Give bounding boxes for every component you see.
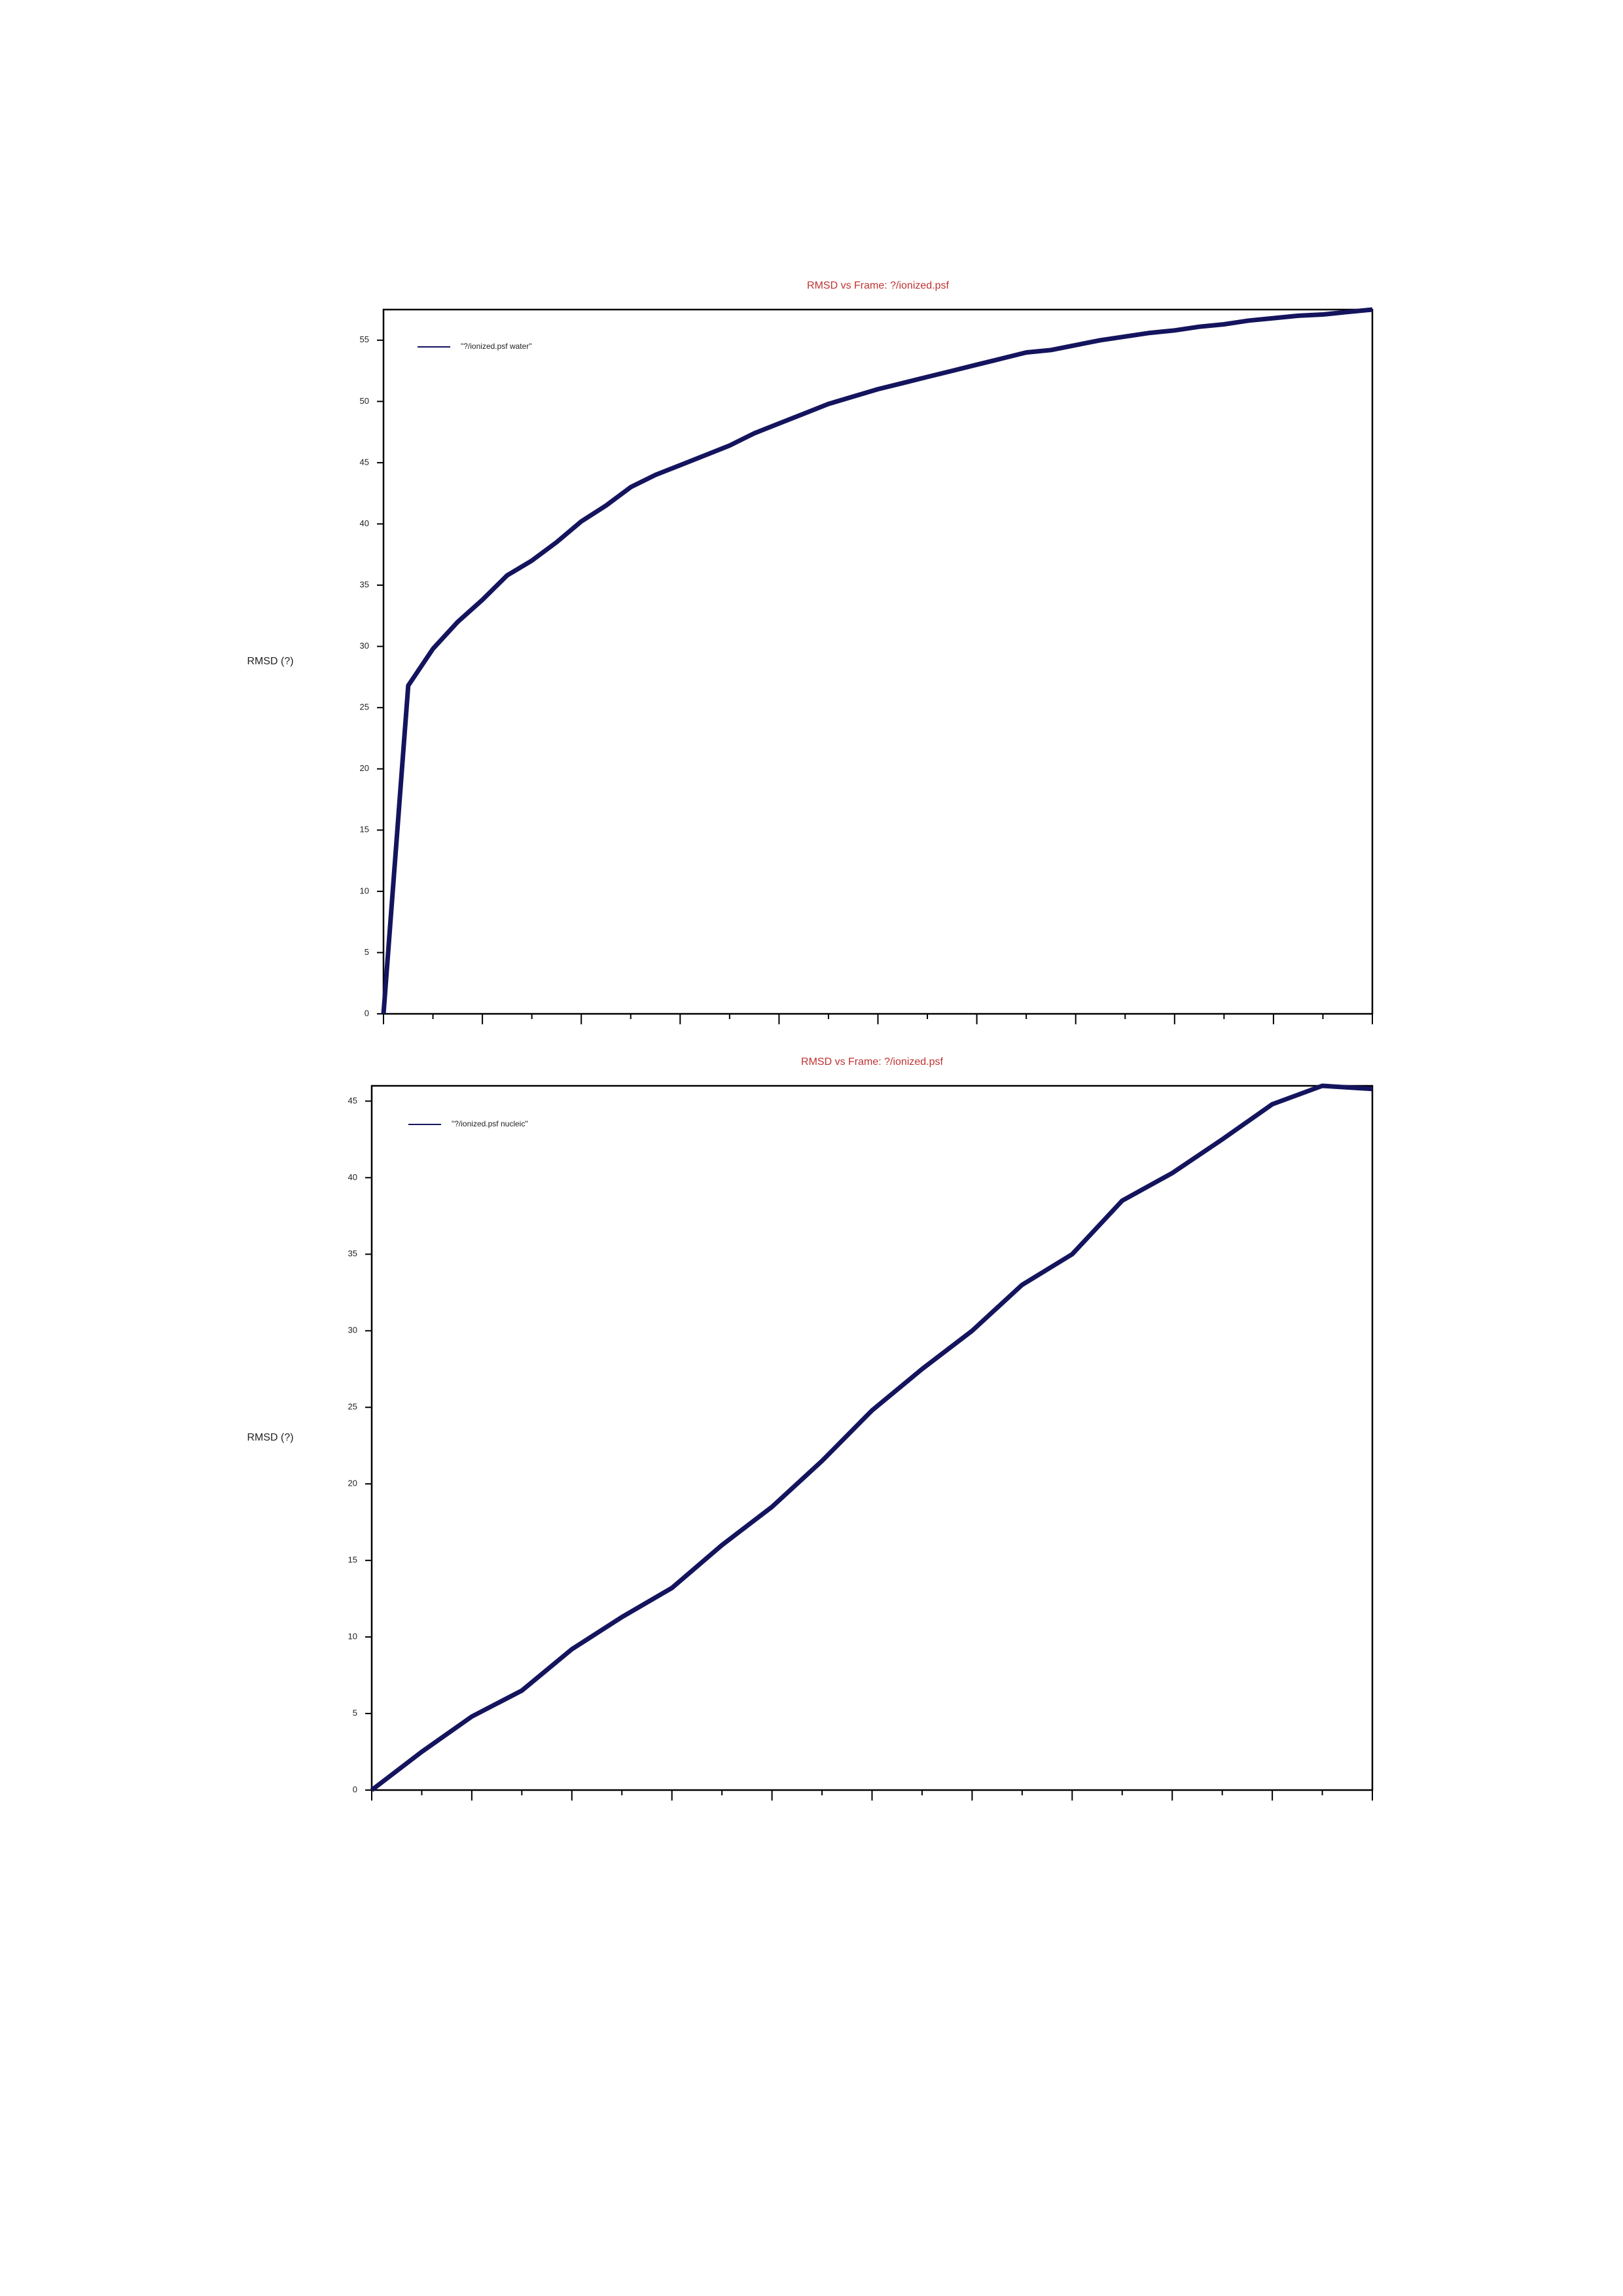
y-tick-label: 10 [348, 1632, 357, 1641]
y-tick-label: 20 [360, 763, 369, 773]
y-tick-label: 30 [360, 641, 369, 651]
y-tick-label: 25 [348, 1402, 357, 1412]
y-tick-label: 50 [360, 396, 369, 406]
y-tick-label: 0 [353, 1784, 357, 1794]
chart-title: RMSD vs Frame: ?/ionized.psf [807, 280, 950, 291]
data-line [370, 1083, 1373, 1792]
y-tick-label: 5 [365, 947, 369, 957]
y-tick-label: 10 [360, 886, 369, 895]
y-tick-label: 40 [360, 518, 369, 528]
y-tick-label: 40 [348, 1172, 357, 1182]
y-tick-label: 5 [353, 1708, 357, 1717]
y-tick-label: 45 [360, 457, 369, 467]
chart-title: RMSD vs Frame: ?/ionized.psf [801, 1056, 944, 1067]
y-tick-label: 35 [360, 579, 369, 589]
y-axis-label: RMSD (?) [247, 656, 293, 667]
data-line [381, 307, 1373, 1014]
y-tick-label: 15 [360, 825, 369, 834]
y-tick-label: 55 [360, 334, 369, 344]
legend-label: "?/ionized.psf nucleic" [452, 1119, 528, 1128]
y-tick-label: 0 [365, 1008, 369, 1018]
y-tick-label: 25 [360, 702, 369, 712]
legend-label: "?/ionized.psf water" [461, 342, 532, 351]
y-tick-label: 35 [348, 1249, 357, 1259]
y-axis-label: RMSD (?) [247, 1432, 293, 1443]
y-tick-label: 15 [348, 1555, 357, 1565]
y-tick-label: 30 [348, 1325, 357, 1335]
y-tick-label: 45 [348, 1096, 357, 1105]
y-tick-label: 20 [348, 1479, 357, 1488]
